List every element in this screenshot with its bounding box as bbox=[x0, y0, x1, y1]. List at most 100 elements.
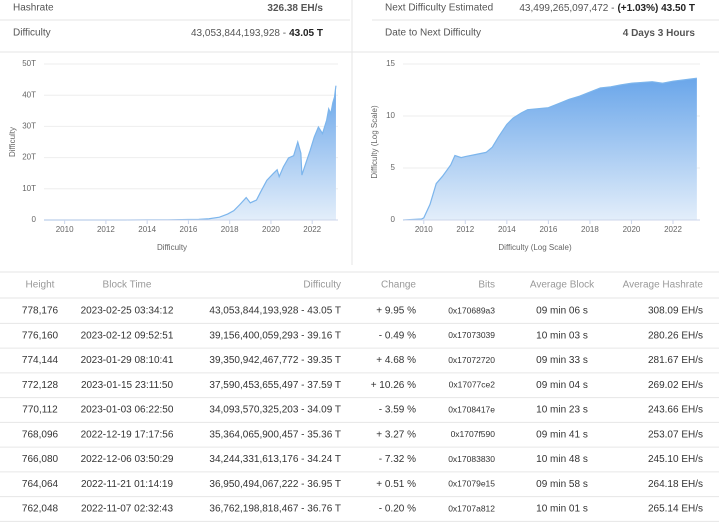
column-header: Block Time bbox=[103, 280, 152, 291]
stat-emphasis: (+1.03%) 43.50 T bbox=[617, 3, 695, 14]
height-link[interactable]: 772,128 bbox=[22, 380, 59, 391]
table-cell: 264.18 EH/s bbox=[648, 479, 703, 490]
table-cell: 09 min 33 s bbox=[536, 355, 588, 366]
stat-number: 43,499,265,097,472 - bbox=[519, 3, 614, 14]
table-cell: 09 min 04 s bbox=[536, 380, 588, 391]
table-cell: 243.66 EH/s bbox=[648, 405, 703, 416]
table-cell: 269.02 EH/s bbox=[648, 380, 703, 391]
column-header: Average Block bbox=[530, 280, 595, 291]
table-cell: 0x17077ce2 bbox=[449, 380, 496, 390]
y-tick-label: 10T bbox=[22, 184, 36, 193]
stat-value: 43,499,265,097,472 - (+1.03%) 43.50 T bbox=[519, 3, 695, 14]
height-link[interactable]: 770,112 bbox=[22, 405, 58, 416]
column-header: Difficulty bbox=[303, 280, 341, 291]
table-cell: 37,590,453,655,497 - 37.59 T bbox=[209, 380, 341, 391]
stat-number: 4 Days 3 Hours bbox=[623, 28, 696, 39]
table-cell: 09 min 58 s bbox=[536, 479, 588, 490]
table-cell: + 9.95 % bbox=[376, 306, 416, 317]
x-tick-label: 2010 bbox=[415, 225, 433, 234]
y-tick-label: 40T bbox=[22, 90, 36, 99]
x-tick-label: 2020 bbox=[623, 225, 641, 234]
height-link[interactable]: 764,064 bbox=[22, 479, 59, 490]
height-link[interactable]: 776,160 bbox=[22, 330, 59, 341]
table-cell: 10 min 23 s bbox=[536, 405, 588, 416]
x-tick-label: 2012 bbox=[97, 225, 115, 234]
table-cell: 36,950,494,067,222 - 36.95 T bbox=[209, 479, 341, 490]
height-link[interactable]: 762,048 bbox=[22, 504, 59, 515]
table-cell: + 4.68 % bbox=[376, 355, 416, 366]
table-cell: + 0.51 % bbox=[376, 479, 416, 490]
x-tick-label: 2014 bbox=[138, 225, 156, 234]
x-tick-label: 2022 bbox=[303, 225, 321, 234]
table-cell: 2022-12-06 03:50:29 bbox=[81, 454, 174, 465]
table-cell: 0x170689a3 bbox=[448, 305, 495, 315]
area-line bbox=[43, 85, 337, 221]
y-tick-label: 15 bbox=[386, 59, 395, 68]
table-cell: - 0.20 % bbox=[379, 504, 416, 515]
table-cell: 39,156,400,059,293 - 39.16 T bbox=[209, 330, 341, 341]
y-tick-label: 0 bbox=[32, 215, 37, 224]
x-tick-label: 2022 bbox=[664, 225, 682, 234]
y-tick-label: 20T bbox=[22, 153, 36, 162]
x-tick-label: 2016 bbox=[539, 225, 557, 234]
table-cell: 09 min 41 s bbox=[536, 429, 588, 440]
stat-value: 4 Days 3 Hours bbox=[623, 28, 696, 39]
table-cell: 2023-01-03 06:22:50 bbox=[81, 405, 174, 416]
table-cell: 2022-11-07 02:32:43 bbox=[81, 504, 174, 515]
table-cell: 0x1707f590 bbox=[451, 429, 496, 439]
table-cell: 35,364,065,900,457 - 35.36 T bbox=[209, 429, 341, 440]
table-cell: 43,053,844,193,928 - 43.05 T bbox=[209, 306, 341, 317]
stat-value: 326.38 EH/s bbox=[267, 3, 323, 14]
y-axis-label: Difficulty bbox=[8, 127, 17, 157]
table-cell: 2023-01-29 08:10:41 bbox=[81, 355, 174, 366]
x-tick-label: 2014 bbox=[498, 225, 516, 234]
height-link[interactable]: 766,080 bbox=[22, 454, 59, 465]
table-cell: 0x1708417e bbox=[448, 404, 495, 414]
area-fill bbox=[44, 85, 336, 221]
y-tick-label: 10 bbox=[386, 111, 395, 120]
height-link[interactable]: 768,096 bbox=[22, 429, 59, 440]
x-axis-label: Difficulty bbox=[157, 243, 187, 252]
height-link[interactable]: 778,176 bbox=[22, 306, 59, 317]
table-cell: 10 min 48 s bbox=[536, 454, 588, 465]
table-cell: 39,350,942,467,772 - 39.35 T bbox=[209, 355, 341, 366]
table-cell: 0x17073039 bbox=[448, 330, 495, 340]
table-cell: 265.14 EH/s bbox=[648, 504, 703, 515]
x-tick-label: 2010 bbox=[56, 225, 74, 234]
stat-label: Difficulty bbox=[13, 28, 51, 39]
area-line bbox=[402, 77, 697, 221]
table-cell: + 10.26 % bbox=[371, 380, 416, 391]
table-cell: 308.09 EH/s bbox=[648, 306, 703, 317]
table-cell: 0x17083830 bbox=[448, 454, 495, 464]
x-tick-label: 2020 bbox=[262, 225, 280, 234]
column-header: Height bbox=[26, 280, 55, 291]
column-header: Bits bbox=[478, 280, 495, 291]
x-tick-label: 2016 bbox=[180, 225, 198, 234]
stat-number: 43,053,844,193,928 - bbox=[191, 28, 286, 39]
x-tick-label: 2018 bbox=[221, 225, 239, 234]
y-axis-label: Difficulty (Log Scale) bbox=[370, 105, 379, 179]
table-cell: 36,762,198,818,467 - 36.76 T bbox=[209, 504, 341, 515]
height-link[interactable]: 774,144 bbox=[22, 355, 59, 366]
stat-label: Hashrate bbox=[13, 3, 54, 14]
table-cell: 2022-11-21 01:14:19 bbox=[81, 479, 174, 490]
table-cell: 34,244,331,613,176 - 34.24 T bbox=[209, 454, 341, 465]
table-cell: - 3.59 % bbox=[379, 405, 416, 416]
y-tick-label: 30T bbox=[22, 122, 36, 131]
table-cell: 10 min 03 s bbox=[536, 330, 588, 341]
table-cell: 0x17079e15 bbox=[448, 479, 495, 489]
table-cell: 2022-12-19 17:17:56 bbox=[81, 429, 174, 440]
column-header: Change bbox=[381, 280, 416, 291]
x-tick-label: 2018 bbox=[581, 225, 599, 234]
stat-emphasis: 43.05 T bbox=[289, 28, 323, 39]
stat-label: Date to Next Difficulty bbox=[385, 28, 481, 39]
area-fill bbox=[403, 78, 697, 220]
table-cell: - 0.49 % bbox=[379, 330, 416, 341]
table-cell: 0x1707a812 bbox=[448, 503, 495, 513]
y-tick-label: 50T bbox=[22, 59, 36, 68]
table-cell: 280.26 EH/s bbox=[648, 330, 703, 341]
table-cell: 10 min 01 s bbox=[536, 504, 588, 515]
table-cell: + 3.27 % bbox=[376, 429, 416, 440]
x-tick-label: 2012 bbox=[456, 225, 474, 234]
table-cell: 34,093,570,325,203 - 34.09 T bbox=[209, 405, 341, 416]
